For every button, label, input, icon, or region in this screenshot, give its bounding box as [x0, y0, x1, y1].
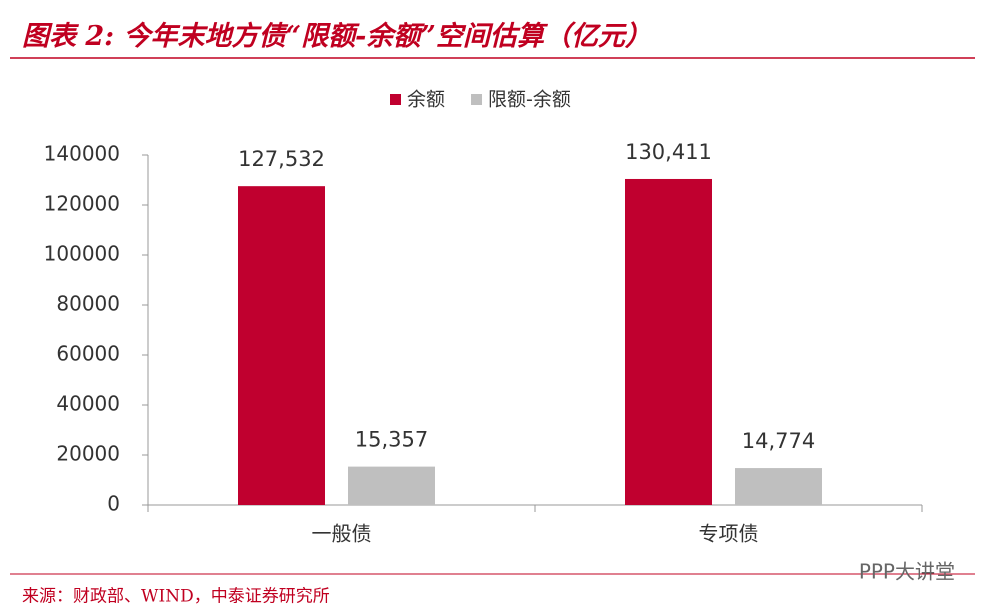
y-tick-label: 100000	[44, 242, 120, 266]
legend-swatch	[471, 94, 483, 105]
y-tick-label: 80000	[56, 292, 120, 316]
y-tick-label: 60000	[56, 342, 120, 366]
watermark: PPP大讲堂	[859, 560, 955, 584]
value-label: 130,411	[625, 140, 712, 164]
x-tick-label: 专项债	[699, 522, 759, 546]
value-label: 14,774	[742, 429, 815, 453]
legend-label: 余额	[407, 89, 445, 111]
y-tick-label: 40000	[56, 392, 120, 416]
bar	[735, 468, 822, 505]
y-tick-label: 140000	[44, 142, 120, 166]
y-tick-label: 20000	[56, 442, 120, 466]
value-label: 127,532	[238, 147, 325, 171]
chart-title: 图表 2: 今年末地方债“限额-余额”空间估算（亿元）	[22, 21, 652, 52]
y-tick-label: 120000	[44, 192, 120, 216]
bar	[625, 178, 712, 505]
bar	[348, 466, 435, 505]
value-label: 15,357	[355, 428, 428, 452]
legend-swatch	[390, 94, 401, 105]
x-tick-label: 一般债	[312, 522, 372, 546]
source: 来源：财政部、WIND，中泰证券研究所	[22, 587, 330, 607]
legend-label: 限额-余额	[488, 89, 571, 111]
bar	[238, 186, 325, 506]
y-tick-label: 0	[107, 492, 120, 516]
